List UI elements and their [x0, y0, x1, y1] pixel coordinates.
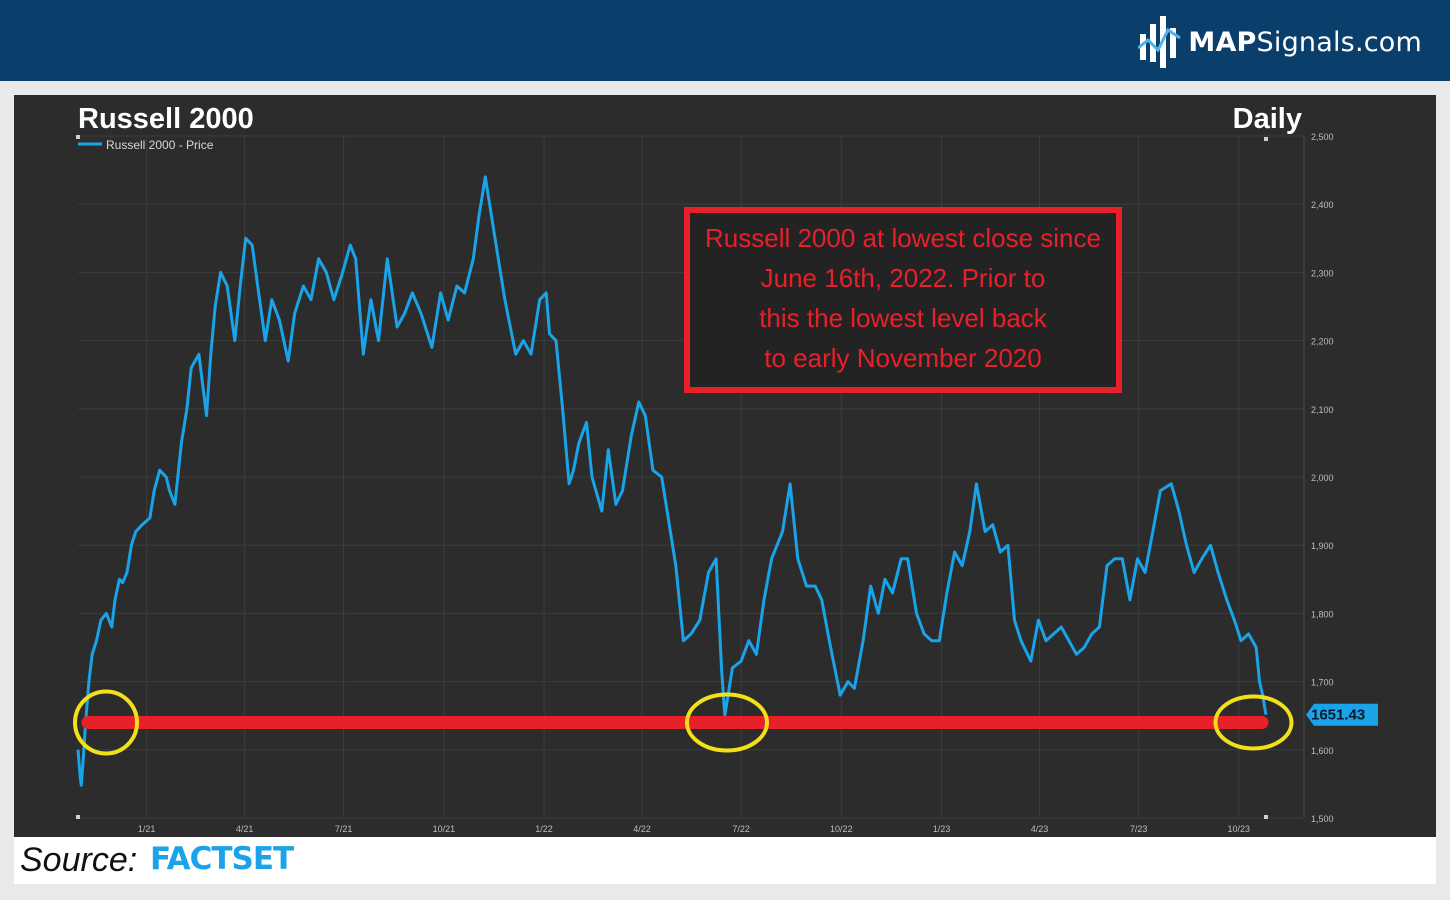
header-bar: MAPSignals.com: [0, 0, 1450, 81]
footer-bar: Source: FACTSET: [14, 837, 1436, 884]
x-tick-label: 4/23: [1031, 824, 1049, 834]
x-tick-label: 10/23: [1228, 824, 1251, 834]
x-tick-label: 4/21: [236, 824, 254, 834]
chart-title: Russell 2000: [78, 103, 254, 135]
x-tick-label: 7/23: [1130, 824, 1148, 834]
corner-marker: [1264, 137, 1268, 141]
chart-panel: 2,500 2,400 2,300 2,200 2,100 2,000 1,900 1,800…: [14, 95, 1436, 837]
last-value-tag: 1651.43: [1306, 703, 1378, 726]
y-tick-label: 1,500: [1311, 814, 1334, 824]
legend-label[interactable]: Russell 2000 - Price: [106, 138, 214, 152]
x-tick-label: 10/22: [830, 824, 853, 834]
x-tick-label: 1/23: [933, 824, 951, 834]
y-tick-label: 2,300: [1311, 268, 1334, 278]
y-tick-label: 2,400: [1311, 200, 1334, 210]
x-tick-label: 1/21: [138, 824, 156, 834]
chart-subtitle: Daily: [1233, 103, 1302, 135]
y-tick-label: 2,100: [1311, 405, 1334, 415]
highlight-circle: [1213, 694, 1294, 751]
source-label: Source:: [20, 841, 138, 879]
annotation-box: Russell 2000 at lowest close since June 1…: [684, 207, 1122, 393]
series-line-russell-2000: [76, 175, 1268, 787]
x-tick-label: 7/22: [732, 824, 750, 834]
y-tick-label: 1,700: [1311, 678, 1334, 688]
mapsignals-mark-icon: [1138, 16, 1182, 68]
highlight-circle: [684, 692, 769, 753]
brand-name: MAPSignals.com: [1188, 26, 1422, 58]
x-tick-label: 1/22: [535, 824, 553, 834]
x-tick-label: 10/21: [433, 824, 456, 834]
y-axis-ticks: 2,500 2,400 2,300 2,200 2,100 2,000 1,900 1,800…: [1311, 132, 1334, 824]
annotation-text: Russell 2000 at lowest close since June 1…: [705, 223, 1101, 373]
y-tick-label: 2,000: [1311, 473, 1334, 483]
y-tick-label: 1,600: [1311, 746, 1334, 756]
corner-marker: [76, 135, 80, 139]
x-axis-ticks: 1/21 4/21 7/21 10/21 1/22 4/22 7/22 10/22 1/23 4/…: [138, 824, 1250, 834]
y-tick-label: 1,800: [1311, 609, 1334, 619]
last-value-label: 1651.43: [1311, 707, 1365, 724]
highlight-circle: [73, 689, 139, 756]
x-tick-label: 4/22: [633, 824, 651, 834]
corner-marker: [1264, 815, 1268, 819]
x-tick-label: 7/21: [335, 824, 353, 834]
factset-logo: FACTSET: [150, 841, 294, 877]
y-tick-label: 1,900: [1311, 541, 1334, 551]
corner-marker: [76, 815, 80, 819]
line-chart: 2,500 2,400 2,300 2,200 2,100 2,000 1,900 1,800…: [73, 103, 1378, 834]
y-tick-label: 2,200: [1311, 337, 1334, 347]
mapsignals-logo[interactable]: MAPSignals.com: [1138, 14, 1422, 70]
y-tick-label: 2,500: [1311, 132, 1334, 142]
